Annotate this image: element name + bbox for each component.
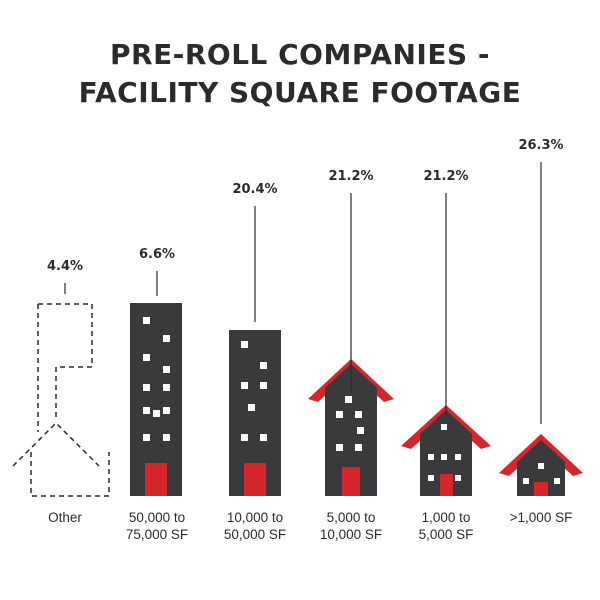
leader-lines bbox=[64, 162, 542, 424]
category-label: 1,000 to 5,000 SF bbox=[391, 509, 501, 543]
narrow-house-icon bbox=[308, 359, 394, 496]
house-icon bbox=[401, 405, 491, 496]
office-building-icon bbox=[229, 330, 281, 496]
value-label: 21.2% bbox=[328, 169, 373, 184]
door bbox=[440, 474, 453, 496]
chart-title: PRE-ROLL COMPANIES - FACILITY SQUARE FOO… bbox=[0, 36, 600, 112]
category-label-line: 10,000 SF bbox=[319, 527, 383, 542]
door bbox=[244, 463, 266, 496]
value-labels: 4.4% 6.6% 20.4% 21.2% 21.2% 26.3% bbox=[47, 138, 564, 274]
door bbox=[342, 467, 360, 496]
category-label-line: >1,000 SF bbox=[509, 510, 573, 525]
door bbox=[534, 482, 548, 496]
category-label: 10,000 to 50,000 SF bbox=[200, 509, 310, 543]
small-house-icon bbox=[499, 434, 583, 496]
title-line-2: FACILITY SQUARE FOOTAGE bbox=[78, 76, 522, 109]
category-label: 50,000 to 75,000 SF bbox=[102, 509, 212, 543]
icons-layer bbox=[12, 303, 583, 497]
value-label: 26.3% bbox=[518, 138, 563, 153]
category-label-line: 75,000 SF bbox=[125, 527, 189, 542]
value-label: 4.4% bbox=[47, 259, 83, 274]
category-label-line: 50,000 to bbox=[128, 510, 186, 525]
title-line-1: PRE-ROLL COMPANIES - bbox=[110, 38, 490, 71]
category-label-line: 5,000 to bbox=[326, 510, 376, 525]
value-label: 21.2% bbox=[423, 169, 468, 184]
category-label-line: 1,000 to bbox=[421, 510, 471, 525]
category-label: 5,000 to 10,000 SF bbox=[296, 509, 406, 543]
dashed-building-outline-icon bbox=[12, 303, 110, 497]
category-label: >1,000 SF bbox=[486, 509, 596, 526]
door bbox=[145, 463, 167, 496]
tall-building-icon bbox=[130, 303, 182, 496]
category-label-line: 10,000 to bbox=[226, 510, 284, 525]
category-label-line: 50,000 SF bbox=[223, 527, 287, 542]
category-label-line: 5,000 SF bbox=[418, 527, 474, 542]
category-label: Other bbox=[10, 509, 120, 526]
value-label: 20.4% bbox=[232, 182, 277, 197]
category-label-line: Other bbox=[48, 510, 82, 525]
value-label: 6.6% bbox=[139, 247, 175, 262]
